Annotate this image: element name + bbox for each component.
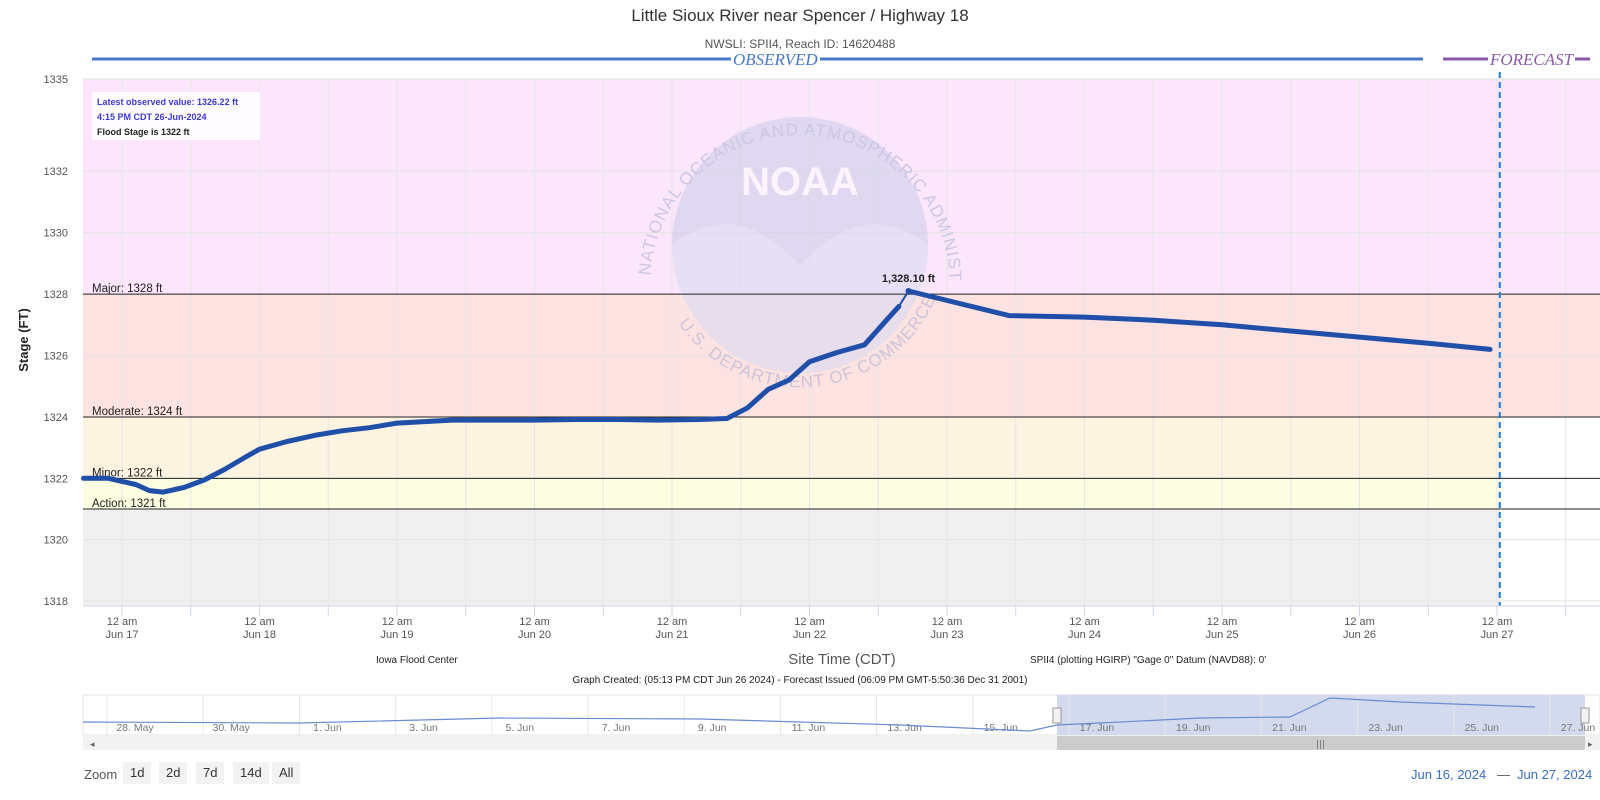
y-tick-label: 1322 <box>44 473 68 485</box>
navigator-right-handle[interactable] <box>1580 707 1590 724</box>
range-to[interactable]: Jun 27, 2024 <box>1517 767 1593 782</box>
observed-stage-dense-0 <box>81 303 902 495</box>
noaa-wave <box>672 224 928 373</box>
zoom-label: Zoom <box>84 767 118 782</box>
zoom-7d-button[interactable]: 7d <box>196 762 225 784</box>
navigator-date-label: 15. Jun <box>984 722 1019 734</box>
navigator: 28. May 30. May 1. Jun 3. Jun 5. Jun 7. Jun 9.… <box>82 694 1600 750</box>
x-tick-label-time: 12 am <box>657 616 688 628</box>
datum-note: SPII4 (plotting HGIRP) "Gage 0" Datum (N… <box>1030 655 1267 666</box>
x-tick-label-date: Jun 25 <box>1205 629 1238 641</box>
navigator-date-label: 9. Jun <box>698 722 727 734</box>
y-tick-label: 1335 <box>44 74 68 86</box>
range-separator: — <box>1497 767 1510 782</box>
navigator-date-label: 25. Jun <box>1465 722 1500 734</box>
x-tick-label-time: 12 am <box>794 616 825 628</box>
navigator-left-handle[interactable] <box>1052 707 1062 724</box>
navigator-date-label: 21. Jun <box>1272 722 1307 734</box>
observed-label: OBSERVED <box>731 50 820 70</box>
zoom-all-button[interactable]: All <box>272 762 301 784</box>
threshold-label-1: Moderate: 1324 ft <box>92 406 183 418</box>
flood-stage-note: Flood Stage is 1322 ft <box>97 127 190 137</box>
major-flood-band-forecast <box>1499 79 1600 295</box>
x-tick-label-date: Jun 19 <box>380 629 413 641</box>
x-tick-label-time: 12 am <box>1207 616 1238 628</box>
forecast-label: FORECAST <box>1488 50 1576 70</box>
navigator-date-label: 17. Jun <box>1080 722 1115 734</box>
navigator-selection <box>1057 695 1585 735</box>
x-tick-label-time: 12 am <box>1069 616 1100 628</box>
x-tick-label-time: 12 am <box>519 616 550 628</box>
range-from[interactable]: Jun 16, 2024 <box>1411 767 1487 782</box>
x-tick-label-date: Jun 23 <box>930 629 963 641</box>
threshold-label-3: Action: 1321 ft <box>92 498 166 510</box>
x-tick-label-date: Jun 18 <box>243 629 276 641</box>
y-tick-label: 1328 <box>44 289 68 301</box>
navigator-date-label: 11. Jun <box>792 722 826 734</box>
x-tick-label-time: 12 am <box>107 616 138 628</box>
y-tick-label: 1332 <box>44 166 68 178</box>
x-tick-label-date: Jun 21 <box>655 629 688 641</box>
chart-title: Little Sioux River near Spencer / Highwa… <box>631 6 969 25</box>
y-tick-label: 1324 <box>44 412 68 424</box>
scrollbar-grip: ||| <box>1316 740 1325 750</box>
x-tick-label-date: Jun 22 <box>793 629 826 641</box>
zoom-14d-button[interactable]: 14d <box>233 762 269 784</box>
navigator-date-label: 3. Jun <box>409 722 438 734</box>
navigator-date-label: 5. Jun <box>505 722 534 734</box>
normal-band <box>83 509 1500 606</box>
threshold-label-0: Major: 1328 ft <box>92 283 163 295</box>
navigator-date-label: 27. Jun <box>1561 722 1596 734</box>
navigator-date-label: 7. Jun <box>602 722 631 734</box>
x-tick-label-date: Jun 27 <box>1480 629 1513 641</box>
x-tick-label-date: Jun 20 <box>518 629 551 641</box>
graph-created-note: Graph Created: (05:13 PM CDT Jun 26 2024… <box>572 675 1028 686</box>
navigator-date-label: 30. May <box>213 722 251 734</box>
scrollbar-thumb[interactable] <box>1057 736 1585 750</box>
latest-observed-value: Latest observed value: 1326.22 ft <box>97 97 239 107</box>
x-axis-label: Site Time (CDT) <box>788 651 896 668</box>
x-tick-label-time: 12 am <box>1344 616 1375 628</box>
x-tick-label-time: 12 am <box>932 616 963 628</box>
y-tick-label: 1318 <box>44 596 68 608</box>
navigator-date-label: 23. Jun <box>1368 722 1403 734</box>
navigator-date-label: 13. Jun <box>887 722 922 734</box>
zoom-2d-button[interactable]: 2d <box>159 762 188 784</box>
x-tick-label-time: 12 am <box>244 616 275 628</box>
x-tick-label-date: Jun 17 <box>105 629 138 641</box>
chart-subtitle: NWSLI: SPII4, Reach ID: 14620488 <box>704 37 896 51</box>
navigator-date-label: 19. Jun <box>1176 722 1211 734</box>
x-tick-label-time: 12 am <box>1482 616 1513 628</box>
action-band <box>83 478 1500 509</box>
zoom-1d-button[interactable]: 1d <box>123 762 152 784</box>
minor-flood-band <box>83 417 1500 479</box>
navigator-date-label: 1. Jun <box>313 722 342 734</box>
y-tick-label: 1330 <box>44 228 68 240</box>
latest-observed-time: 4:15 PM CDT 26-Jun-2024 <box>97 112 207 122</box>
navigator-date-label: 28. May <box>116 722 154 734</box>
latest-value-box: Latest observed value: 1326.22 ft 4:15 P… <box>92 92 260 140</box>
y-tick-label: 1320 <box>44 535 68 547</box>
x-tick-label-date: Jun 26 <box>1343 629 1376 641</box>
peak-label: 1,328.10 ft <box>882 273 936 285</box>
navigator-series-line <box>82 697 1536 732</box>
scroll-left-arrow[interactable]: ◂ <box>90 740 95 750</box>
x-tick-label-time: 12 am <box>382 616 413 628</box>
noaa-logo-text: NOAA <box>741 160 859 204</box>
credit-iowa-flood-center: Iowa Flood Center <box>376 655 458 666</box>
observed-stage-dense-1 <box>906 288 1493 352</box>
x-tick-label-date: Jun 24 <box>1068 629 1101 641</box>
scroll-right-arrow[interactable]: ▸ <box>1588 740 1593 750</box>
peak-marker <box>905 288 912 295</box>
y-tick-label: 1326 <box>44 351 68 363</box>
y-axis-label: Stage (FT) <box>16 308 31 372</box>
